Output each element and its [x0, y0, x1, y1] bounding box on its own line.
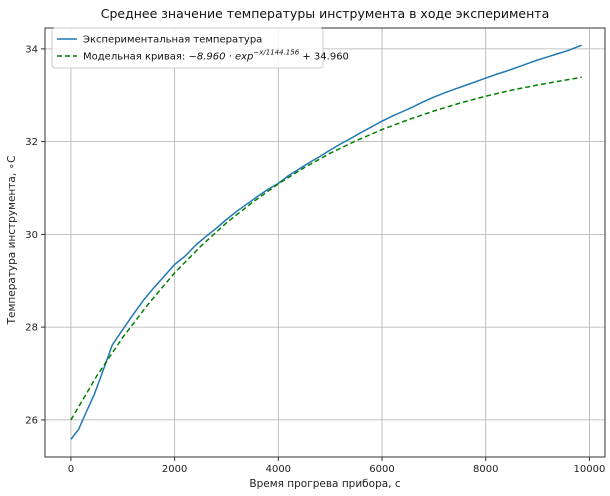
x-ticks: 0 2000 4000 6000 8000 10000	[68, 457, 606, 475]
y-tick-label: 28	[25, 323, 38, 334]
chart-title: Среднее значение температуры инструмента…	[101, 6, 549, 21]
x-axis-label: Время прогрева прибора, с	[249, 478, 400, 490]
y-tick-label: 26	[25, 415, 38, 426]
x-tick-label: 0	[68, 464, 74, 475]
legend-label-experimental: Экспериментальная температура	[83, 35, 262, 46]
legend-model-tail: + 34.960	[299, 52, 349, 63]
x-tick-label: 10000	[574, 464, 606, 475]
legend-box	[51, 27, 324, 69]
y-ticks: 26 28 30 32 34	[25, 44, 45, 426]
experimental-series-line	[70, 44, 582, 440]
legend: Экспериментальная температура Модельная …	[51, 27, 349, 69]
legend-model-prefix: Модельная кривая:	[83, 52, 188, 63]
y-tick-label: 32	[25, 137, 38, 148]
legend-label-model: Модельная кривая: −8.960 · exp−x/1144.15…	[83, 49, 349, 63]
x-tick-label: 8000	[473, 464, 498, 475]
model-series-line	[70, 76, 582, 421]
legend-model-formula: −8.960 · exp	[188, 52, 253, 63]
y-tick-label: 30	[25, 230, 38, 241]
y-tick-label: 34	[25, 44, 38, 55]
x-tick-label: 2000	[162, 464, 187, 475]
x-tick-label: 6000	[369, 464, 394, 475]
x-tick-label: 4000	[266, 464, 291, 475]
y-axis-label: Температура инструмента, ∘C	[6, 156, 18, 326]
legend-model-exponent: −x/1144.156	[253, 49, 299, 57]
plot-frame	[44, 27, 606, 458]
series-group	[70, 44, 582, 440]
